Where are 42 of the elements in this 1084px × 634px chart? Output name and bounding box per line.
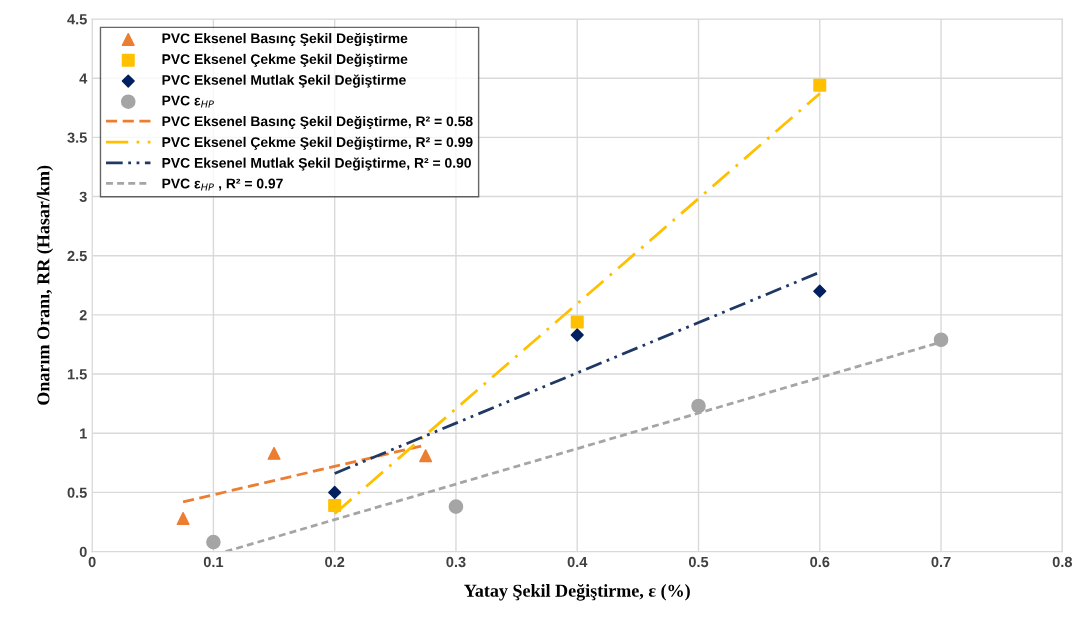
y-tick-label: 4.5 bbox=[67, 14, 87, 25]
point bbox=[419, 449, 433, 463]
y-tick-label: 2.5 bbox=[67, 250, 87, 262]
x-tick-label: 0.8 bbox=[1052, 556, 1073, 568]
legend-label: PVC Eksenel Çekme Şekil Değiştirme bbox=[162, 53, 408, 67]
x-axis-title: Yatay Şekil Değiştirme, ε (%) bbox=[464, 583, 690, 601]
point bbox=[933, 332, 949, 348]
y-tick-label: 3 bbox=[79, 191, 87, 202]
y-tick-label: 1.5 bbox=[67, 369, 87, 380]
point bbox=[328, 485, 342, 499]
y-tick-label: 2 bbox=[79, 309, 87, 321]
legend-label: PVC Eksenel Basınç Şekil Değiştirme bbox=[162, 32, 408, 47]
x-tick-label: 0.1 bbox=[203, 556, 224, 568]
point bbox=[328, 498, 342, 512]
legend-label: PVC Eksenel Basınç Şekil Değiştirme, R² = 0.58 bbox=[162, 115, 473, 130]
x-tick-label: 0.6 bbox=[810, 556, 830, 568]
x-tick-label: 0 bbox=[88, 556, 96, 568]
y-tick-label: 0 bbox=[79, 546, 87, 558]
x-tick-label: 0.7 bbox=[931, 556, 951, 568]
point bbox=[267, 446, 281, 460]
point bbox=[813, 78, 827, 92]
x-tick-label: 0.2 bbox=[325, 556, 345, 568]
point bbox=[570, 328, 584, 342]
y-tick-label: 1 bbox=[80, 428, 87, 439]
y-tick-label: 0.5 bbox=[67, 487, 87, 498]
point bbox=[691, 398, 706, 414]
point bbox=[570, 315, 584, 329]
y-tick-label: 4 bbox=[79, 73, 88, 84]
x-tick-label: 0.3 bbox=[446, 556, 466, 568]
point bbox=[448, 499, 464, 514]
y-tick-label: 3.5 bbox=[67, 132, 87, 143]
legend-label: PVC Eksenel Mutlak Şekil Değiştirme, R² = 0.90 bbox=[162, 157, 471, 171]
x-tick-label: 0.5 bbox=[688, 556, 709, 568]
point bbox=[206, 534, 221, 550]
legend-label: PVC ε$_{HP}$ , R² = 0.97 bbox=[162, 178, 283, 191]
legend-label: PVC Eksenel Mutlak Şekil Değiştirme bbox=[162, 74, 406, 88]
point bbox=[813, 284, 827, 298]
y-axis-title: Onarım Oranı, RR (Hasar/km) bbox=[36, 165, 54, 405]
x-tick-label: 0.4 bbox=[567, 556, 588, 568]
legend-label: PVC Eksenel Çekme Şekil Değiştirme, R² = 0.99 bbox=[162, 136, 473, 150]
legend-label: PVC ε$_{HP}$ bbox=[162, 95, 214, 108]
point bbox=[176, 511, 190, 525]
